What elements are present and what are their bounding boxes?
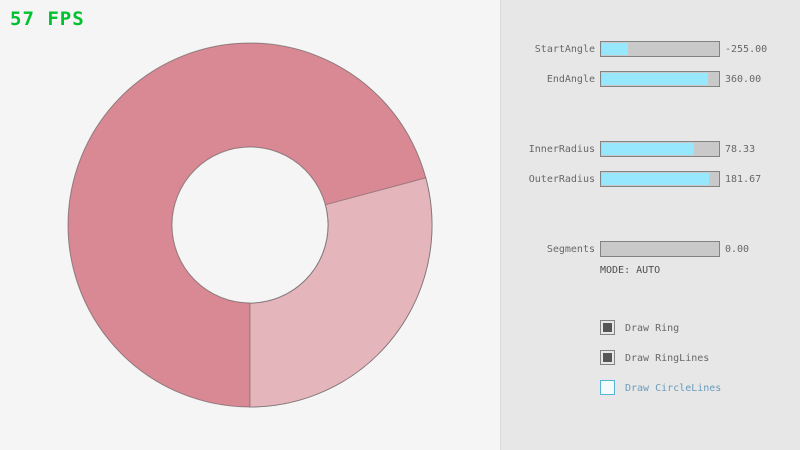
draw-ring-label: Draw Ring: [625, 323, 680, 334]
endangle-label: EndAngle: [546, 74, 595, 85]
ring-shape: [67, 42, 433, 408]
slider-row-endangle: EndAngle 360.00: [0, 70, 800, 90]
draw-circlelines-checkbox-icon[interactable]: [600, 380, 615, 395]
segments-label: Segments: [546, 244, 595, 255]
innerradius-slider[interactable]: [600, 141, 720, 157]
startangle-value: -255.00: [725, 44, 768, 55]
draw-circlelines-label: Draw CircleLines: [625, 383, 722, 394]
startangle-slider-fill: [602, 43, 628, 55]
mode-label: MODE: AUTO: [600, 265, 661, 276]
draw-ring-checkbox-icon[interactable]: [600, 320, 615, 335]
startangle-slider[interactable]: [600, 41, 720, 57]
outerradius-slider-fill: [602, 173, 710, 185]
fps-counter: 57 FPS: [10, 8, 85, 30]
startangle-label: StartAngle: [534, 44, 595, 55]
innerradius-slider-fill: [602, 143, 695, 155]
ring-inner-hole: [171, 146, 329, 304]
endangle-slider[interactable]: [600, 71, 720, 87]
slider-row-segments: Segments 0.00: [0, 240, 800, 260]
draw-ringlines-checkbox-icon[interactable]: [600, 350, 615, 365]
outerradius-label: OuterRadius: [528, 174, 595, 185]
outerradius-slider[interactable]: [600, 171, 720, 187]
slider-row-outerradius: OuterRadius 181.67: [0, 170, 800, 190]
segments-slider[interactable]: [600, 241, 720, 257]
slider-row-startangle: StartAngle -255.00: [0, 40, 800, 60]
innerradius-value: 78.33: [725, 144, 756, 155]
draw-ringlines-label: Draw RingLines: [625, 353, 710, 364]
segments-value: 0.00: [725, 244, 750, 255]
endangle-value: 360.00: [725, 74, 762, 85]
slider-row-innerradius: InnerRadius 78.33: [0, 140, 800, 160]
outerradius-value: 181.67: [725, 174, 762, 185]
endangle-slider-fill: [602, 73, 709, 85]
innerradius-label: InnerRadius: [528, 144, 595, 155]
